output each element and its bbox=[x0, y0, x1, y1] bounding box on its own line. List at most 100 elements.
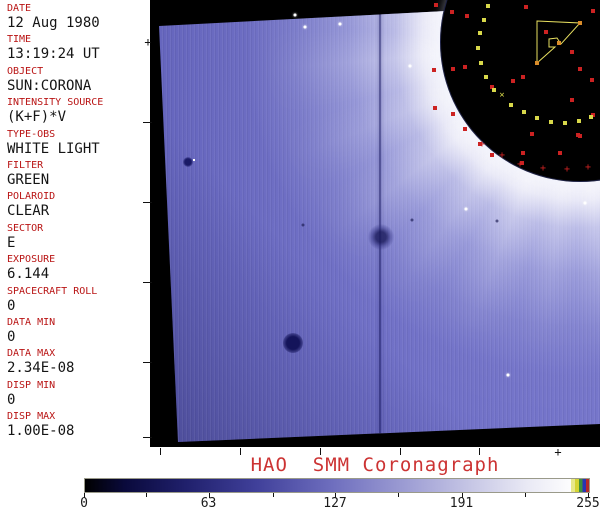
yellow-marker-dot bbox=[522, 110, 526, 114]
metadata-sidebar: DATE 12 Aug 1980 TIME 13:19:24 UT OBJECT SUN:… bbox=[0, 0, 150, 447]
red-marker-dot bbox=[463, 127, 467, 131]
dust-ring-artifact bbox=[368, 224, 394, 250]
metadata-field: DISP MIN 0 bbox=[0, 380, 150, 411]
red-marker-dot bbox=[591, 9, 595, 13]
field-value: 6.144 bbox=[7, 266, 50, 283]
yellow-marker-dot bbox=[492, 88, 496, 92]
red-marker-dot bbox=[433, 106, 437, 110]
colorbar-tick-label: 63 bbox=[200, 496, 217, 511]
axis-tick bbox=[398, 493, 399, 497]
yellow-marker-dot bbox=[577, 119, 581, 123]
metadata-field: OBJECT SUN:CORONA bbox=[0, 66, 150, 97]
field-value: E bbox=[7, 234, 16, 251]
field-label: TYPE-OBS bbox=[7, 128, 56, 140]
colorbar-tick-label: 0 bbox=[80, 496, 88, 511]
red-plus-marker: + bbox=[498, 150, 506, 161]
field-value: 0 bbox=[7, 297, 16, 314]
red-marker-dot bbox=[578, 67, 582, 71]
yellow-marker-dot bbox=[482, 18, 486, 22]
sidebar-fields: DATE 12 Aug 1980 TIME 13:19:24 UT OBJECT SUN:… bbox=[0, 3, 150, 442]
field-label: DATA MIN bbox=[7, 316, 56, 328]
colorbar-tick-label: 127 bbox=[323, 496, 347, 511]
field-label: DISP MAX bbox=[7, 411, 56, 423]
field-value: (K+F)*V bbox=[7, 109, 67, 126]
red-marker-dot bbox=[570, 50, 574, 54]
red-marker-dot bbox=[463, 65, 467, 69]
red-marker-dot bbox=[590, 78, 594, 82]
metadata-field: DATA MIN 0 bbox=[0, 317, 150, 348]
red-marker-dot bbox=[511, 79, 515, 83]
red-marker-dot bbox=[490, 85, 494, 89]
red-plus-marker: + bbox=[563, 164, 571, 175]
field-label: DISP MIN bbox=[7, 379, 56, 391]
red-marker-dot bbox=[544, 30, 548, 34]
field-value: 0 bbox=[7, 391, 16, 408]
axis-tick bbox=[273, 493, 274, 497]
star-point bbox=[408, 64, 412, 68]
field-label: EXPOSURE bbox=[7, 254, 56, 266]
field-label: TIME bbox=[7, 34, 32, 46]
colorbar-tick-label: 255 bbox=[576, 496, 600, 511]
red-marker-dot bbox=[570, 98, 574, 102]
yellow-marker-dot bbox=[476, 46, 480, 50]
bright-speck bbox=[193, 159, 195, 161]
red-plus-marker: + bbox=[584, 162, 592, 173]
image-caption: HAO SMM Coronagraph bbox=[250, 454, 500, 476]
yellow-marker-dot bbox=[549, 120, 553, 124]
axis-tick bbox=[525, 493, 526, 497]
field-value: GREEN bbox=[7, 171, 50, 188]
field-value: 2.34E-08 bbox=[7, 360, 75, 377]
star-point bbox=[338, 22, 342, 26]
red-marker-dot bbox=[451, 67, 455, 71]
star-point bbox=[293, 13, 297, 17]
metadata-field: SECTOR E bbox=[0, 223, 150, 254]
metadata-field: DISP MAX 1.00E-08 bbox=[0, 411, 150, 442]
colorbar-tick-label: 191 bbox=[449, 496, 474, 511]
red-marker-dot bbox=[578, 134, 582, 138]
metadata-field: DATA MAX 2.34E-08 bbox=[0, 348, 150, 379]
orange-marker-dot bbox=[578, 21, 582, 25]
detector-column-artifact bbox=[379, 3, 381, 433]
star-point bbox=[506, 373, 510, 377]
orange-marker-dot bbox=[535, 61, 539, 65]
field-label: SECTOR bbox=[7, 222, 44, 234]
yellow-marker-dot bbox=[479, 61, 483, 65]
overlay-markers: + + + + + + × bbox=[150, 0, 600, 447]
metadata-field: EXPOSURE 6.144 bbox=[0, 254, 150, 285]
red-marker-dot bbox=[591, 113, 595, 117]
yellow-marker-dot bbox=[484, 75, 488, 79]
coronagraph-image-canvas: + + + + + + × bbox=[150, 0, 600, 447]
intensity-colorbar bbox=[84, 478, 590, 493]
yellow-marker-dot bbox=[563, 121, 567, 125]
dust-spot-artifact bbox=[283, 333, 303, 353]
field-value: 12 Aug 1980 bbox=[7, 15, 100, 31]
dark-speck bbox=[410, 218, 414, 222]
small-dust-artifact bbox=[183, 157, 193, 167]
red-marker-dot bbox=[465, 14, 469, 18]
star-point bbox=[303, 25, 307, 29]
red-marker-dot bbox=[524, 5, 528, 9]
field-label: OBJECT bbox=[7, 65, 44, 77]
red-marker-dot bbox=[434, 3, 438, 7]
field-label: SPACECRAFT ROLL bbox=[7, 285, 98, 297]
red-marker-dot bbox=[450, 10, 454, 14]
field-value: 13:19:24 UT bbox=[7, 46, 100, 63]
field-value: CLEAR bbox=[7, 203, 50, 220]
field-label: DATA MAX bbox=[7, 348, 56, 360]
field-label: INTENSITY SOURCE bbox=[7, 97, 104, 109]
metadata-field: INTENSITY SOURCE (K+F)*V bbox=[0, 97, 150, 128]
star-point bbox=[583, 201, 587, 205]
red-plus-marker: + bbox=[478, 139, 486, 150]
field-value: SUN:CORONA bbox=[7, 77, 92, 94]
red-marker-dot bbox=[521, 75, 525, 79]
yellow-marker-dot bbox=[535, 116, 539, 120]
red-marker-dot bbox=[451, 112, 455, 116]
metadata-field: FILTER GREEN bbox=[0, 160, 150, 191]
yellow-marker-dot bbox=[509, 103, 513, 107]
field-label: POLAROID bbox=[7, 191, 56, 203]
yellow-marker-dot bbox=[589, 115, 593, 119]
metadata-field: TYPE-OBS WHITE LIGHT bbox=[0, 129, 150, 160]
orange-marker-dot bbox=[557, 41, 561, 45]
metadata-field: TIME 13:19:24 UT bbox=[0, 34, 150, 65]
